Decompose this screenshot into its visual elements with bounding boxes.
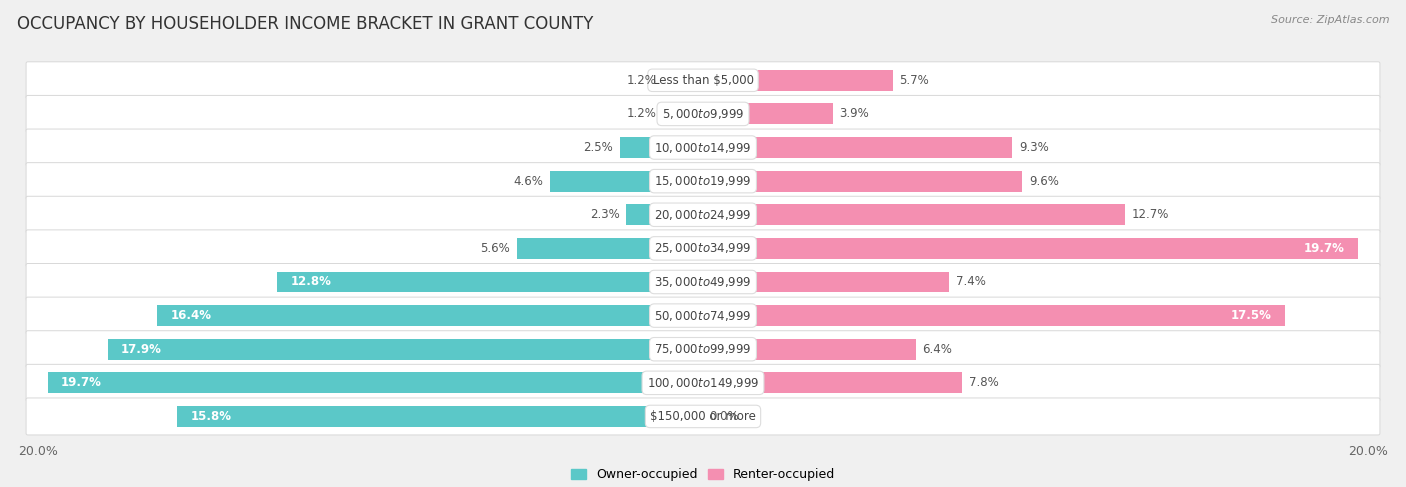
Text: 7.8%: 7.8% (969, 376, 998, 389)
Text: $5,000 to $9,999: $5,000 to $9,999 (662, 107, 744, 121)
Text: 7.4%: 7.4% (956, 276, 986, 288)
Bar (703, 103, 832, 124)
Text: Less than $5,000: Less than $5,000 (652, 74, 754, 87)
Text: $35,000 to $49,999: $35,000 to $49,999 (654, 275, 752, 289)
Text: 5.6%: 5.6% (481, 242, 510, 255)
Text: 2.3%: 2.3% (591, 208, 620, 221)
Bar (664, 70, 703, 91)
Text: 17.9%: 17.9% (121, 343, 162, 356)
Text: $10,000 to $14,999: $10,000 to $14,999 (654, 141, 752, 154)
Text: 19.7%: 19.7% (1305, 242, 1346, 255)
Text: 4.6%: 4.6% (513, 175, 543, 187)
Bar (703, 238, 1358, 259)
Bar (177, 406, 703, 427)
Text: 0.0%: 0.0% (710, 410, 740, 423)
Bar (703, 272, 949, 292)
Text: 3.9%: 3.9% (839, 108, 869, 120)
Text: 12.7%: 12.7% (1132, 208, 1170, 221)
Text: Source: ZipAtlas.com: Source: ZipAtlas.com (1271, 15, 1389, 25)
Bar (550, 171, 703, 191)
Bar (703, 171, 1022, 191)
Text: $75,000 to $99,999: $75,000 to $99,999 (654, 342, 752, 356)
Bar (620, 137, 703, 158)
FancyBboxPatch shape (27, 331, 1379, 368)
Text: 19.7%: 19.7% (60, 376, 101, 389)
Text: 9.6%: 9.6% (1029, 175, 1059, 187)
Text: OCCUPANCY BY HOUSEHOLDER INCOME BRACKET IN GRANT COUNTY: OCCUPANCY BY HOUSEHOLDER INCOME BRACKET … (17, 15, 593, 33)
Text: $20,000 to $24,999: $20,000 to $24,999 (654, 208, 752, 222)
Bar (277, 272, 703, 292)
Text: 1.2%: 1.2% (627, 108, 657, 120)
FancyBboxPatch shape (27, 263, 1379, 300)
Bar (108, 339, 703, 359)
Text: $100,000 to $149,999: $100,000 to $149,999 (647, 376, 759, 390)
Text: $50,000 to $74,999: $50,000 to $74,999 (654, 309, 752, 322)
FancyBboxPatch shape (27, 364, 1379, 401)
Text: $15,000 to $19,999: $15,000 to $19,999 (654, 174, 752, 188)
Bar (517, 238, 703, 259)
Text: 6.4%: 6.4% (922, 343, 952, 356)
Text: 17.5%: 17.5% (1230, 309, 1272, 322)
FancyBboxPatch shape (27, 398, 1379, 435)
FancyBboxPatch shape (27, 196, 1379, 233)
FancyBboxPatch shape (27, 163, 1379, 200)
Bar (627, 205, 703, 225)
Bar (703, 70, 893, 91)
Bar (703, 205, 1125, 225)
FancyBboxPatch shape (27, 95, 1379, 132)
Text: $25,000 to $34,999: $25,000 to $34,999 (654, 242, 752, 255)
Legend: Owner-occupied, Renter-occupied: Owner-occupied, Renter-occupied (571, 468, 835, 482)
Bar (703, 339, 915, 359)
FancyBboxPatch shape (27, 62, 1379, 99)
Text: $150,000 or more: $150,000 or more (650, 410, 756, 423)
Text: 16.4%: 16.4% (170, 309, 212, 322)
Text: 15.8%: 15.8% (191, 410, 232, 423)
Text: 12.8%: 12.8% (291, 276, 332, 288)
Bar (703, 137, 1012, 158)
Bar (48, 373, 703, 393)
Bar (703, 305, 1285, 326)
Bar (703, 373, 963, 393)
Text: 2.5%: 2.5% (583, 141, 613, 154)
FancyBboxPatch shape (27, 230, 1379, 267)
FancyBboxPatch shape (27, 297, 1379, 334)
Text: 9.3%: 9.3% (1019, 141, 1049, 154)
Text: 1.2%: 1.2% (627, 74, 657, 87)
Bar (664, 103, 703, 124)
Text: 5.7%: 5.7% (900, 74, 929, 87)
Bar (157, 305, 703, 326)
FancyBboxPatch shape (27, 129, 1379, 166)
